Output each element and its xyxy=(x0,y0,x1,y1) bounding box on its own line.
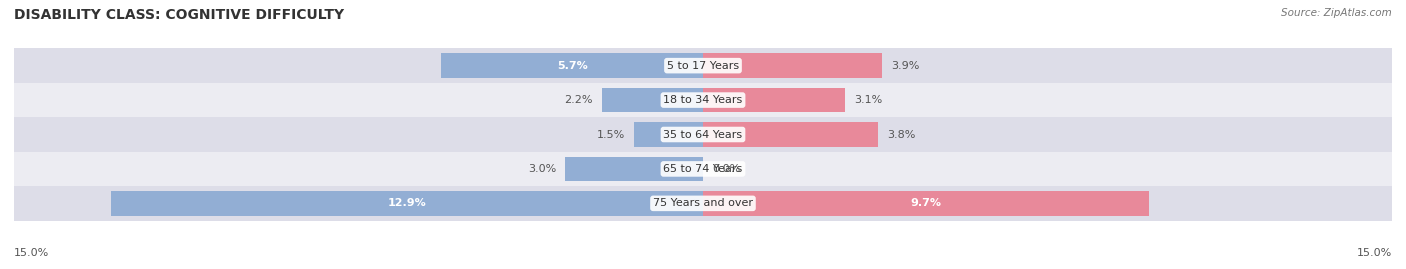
Bar xyxy=(14,83,1392,117)
Bar xyxy=(111,191,703,216)
Bar xyxy=(703,191,1149,216)
Text: 75 Years and over: 75 Years and over xyxy=(652,198,754,208)
Bar xyxy=(14,117,1392,152)
Text: 9.7%: 9.7% xyxy=(910,198,941,208)
Text: 65 to 74 Years: 65 to 74 Years xyxy=(664,164,742,174)
Bar xyxy=(703,88,845,112)
Text: 18 to 34 Years: 18 to 34 Years xyxy=(664,95,742,105)
Text: 3.0%: 3.0% xyxy=(527,164,555,174)
Bar xyxy=(703,122,877,147)
Text: 2.2%: 2.2% xyxy=(564,95,593,105)
Bar xyxy=(634,122,703,147)
Text: 5 to 17 Years: 5 to 17 Years xyxy=(666,61,740,71)
Bar xyxy=(602,88,703,112)
Text: 35 to 64 Years: 35 to 64 Years xyxy=(664,129,742,140)
Text: 3.9%: 3.9% xyxy=(891,61,920,71)
Text: 5.7%: 5.7% xyxy=(557,61,588,71)
Text: 3.1%: 3.1% xyxy=(855,95,883,105)
Bar xyxy=(565,157,703,181)
Text: 1.5%: 1.5% xyxy=(596,129,624,140)
Bar xyxy=(703,53,882,78)
Bar xyxy=(14,152,1392,186)
Text: 3.8%: 3.8% xyxy=(887,129,915,140)
Text: Source: ZipAtlas.com: Source: ZipAtlas.com xyxy=(1281,8,1392,18)
Text: DISABILITY CLASS: COGNITIVE DIFFICULTY: DISABILITY CLASS: COGNITIVE DIFFICULTY xyxy=(14,8,344,22)
Bar xyxy=(441,53,703,78)
Bar xyxy=(14,48,1392,83)
Text: 15.0%: 15.0% xyxy=(1357,248,1392,258)
Text: 12.9%: 12.9% xyxy=(388,198,426,208)
Text: 0.0%: 0.0% xyxy=(713,164,741,174)
Text: 15.0%: 15.0% xyxy=(14,248,49,258)
Bar xyxy=(14,186,1392,221)
